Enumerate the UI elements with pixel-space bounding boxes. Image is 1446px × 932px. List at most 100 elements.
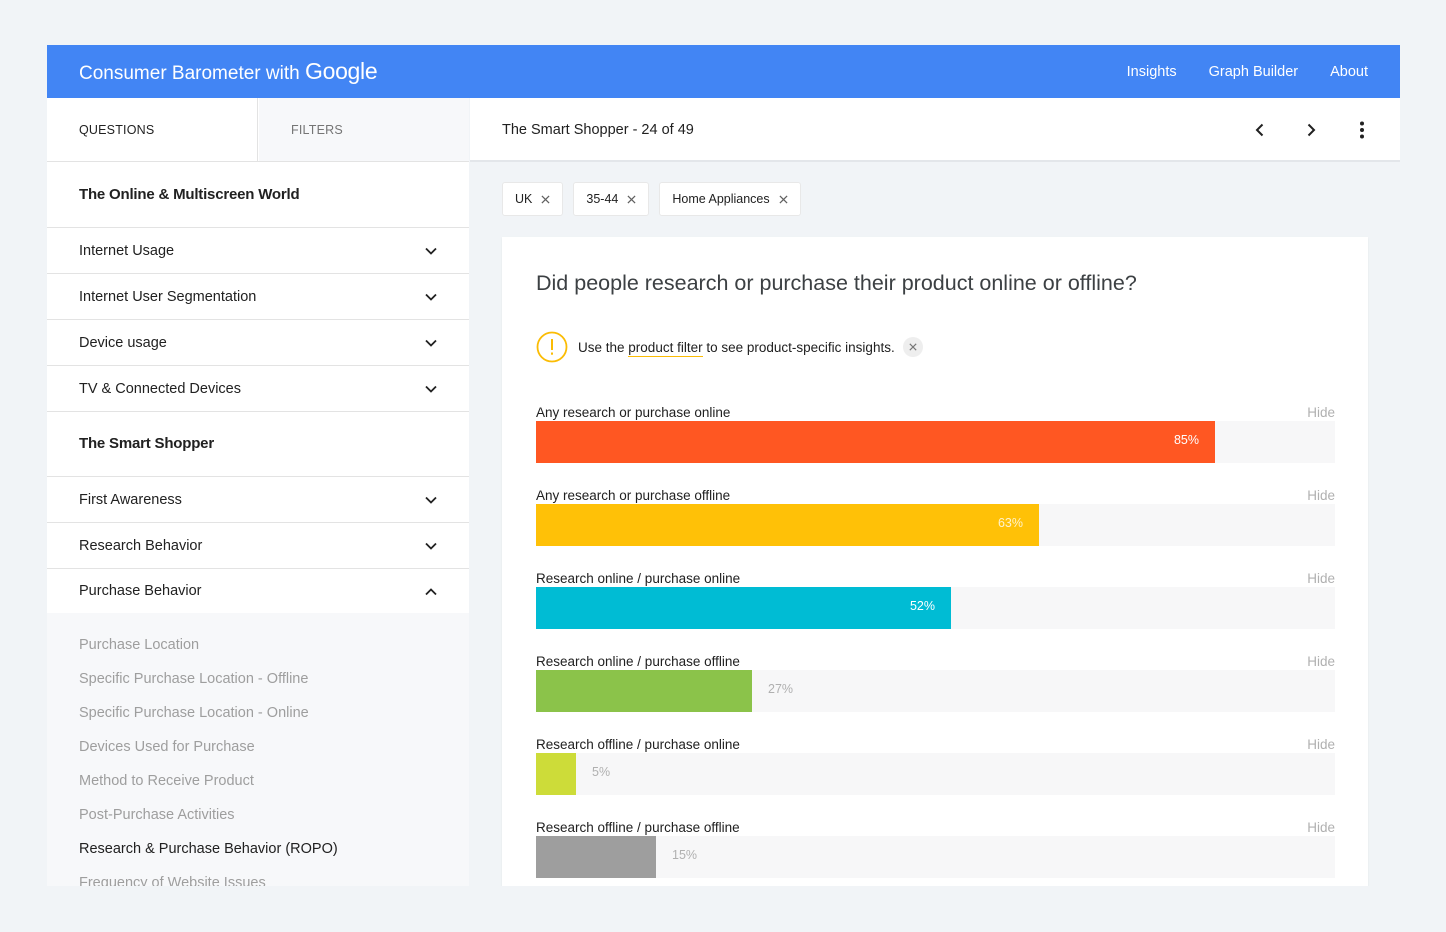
bar-row: Research offline / purchase online Hide 5% [536, 737, 1335, 819]
filter-chips: UK 35-44 Home Appliances [502, 182, 801, 216]
chevron-down-icon [425, 247, 437, 255]
sub-item-ropo-active[interactable]: Research & Purchase Behavior (ROPO) [79, 841, 338, 857]
hide-button[interactable]: Hide [1307, 654, 1335, 669]
sidebar-item-label: Research Behavior [79, 537, 203, 554]
sidebar-item-label: Internet Usage [79, 242, 175, 259]
bar-row: Any research or purchase online Hide 85% [536, 405, 1335, 487]
sub-item-frequency-of-website-issues[interactable]: Frequency of Website Issues [79, 875, 266, 886]
hide-button[interactable]: Hide [1307, 405, 1335, 420]
chevron-left-icon[interactable] [1250, 120, 1270, 140]
question-card: Did people research or purchase their pr… [502, 237, 1368, 886]
bar [536, 670, 752, 712]
filter-chip-label: UK [515, 192, 533, 206]
notice-close-button[interactable] [902, 337, 923, 357]
filter-chip-uk[interactable]: UK [502, 182, 564, 216]
nav-about[interactable]: About [1330, 63, 1368, 80]
sub-item-post-purchase-activities[interactable]: Post-Purchase Activities [79, 807, 235, 823]
question-title: Did people research or purchase their pr… [536, 271, 1137, 295]
more-vert-icon[interactable] [1352, 120, 1372, 140]
bar-value-label: 27% [768, 682, 794, 696]
notice-text-after: to see product-specific insights. [706, 339, 895, 355]
nav-graph-builder[interactable]: Graph Builder [1208, 63, 1299, 80]
hide-button[interactable]: Hide [1307, 571, 1335, 586]
brand-logo[interactable]: Consumer Barometer with Google [79, 57, 378, 88]
app-window: Consumer Barometer with Google Insights … [47, 45, 1400, 886]
sidebar-tabs: QUESTIONS FILTERS [47, 98, 469, 162]
notice-text-before: Use the [578, 339, 625, 355]
bar-track: 5% [536, 753, 1335, 795]
sidebar-item-label: Device usage [79, 334, 167, 351]
bar-track: 85% [536, 421, 1335, 463]
top-bar: Consumer Barometer with Google Insights … [47, 45, 1400, 98]
bar-value-label: 5% [592, 765, 611, 779]
purchase-behavior-sublist: Purchase Location Specific Purchase Loca… [47, 613, 469, 886]
sidebar-item-tv-connected-devices[interactable]: TV & Connected Devices [47, 366, 469, 412]
sidebar-item-internet-user-segmentation[interactable]: Internet User Segmentation [47, 274, 469, 320]
hide-button[interactable]: Hide [1307, 488, 1335, 503]
sidebar-item-label: First Awareness [79, 491, 182, 508]
chevron-up-icon [425, 588, 437, 596]
page-title: The Smart Shopper - 24 of 49 [502, 122, 694, 138]
sub-item-specific-purchase-location-offline[interactable]: Specific Purchase Location - Offline [79, 671, 309, 687]
warning-icon [536, 331, 568, 363]
main-panel: The Smart Shopper - 24 of 49 UK 35-44 Ho… [470, 98, 1400, 886]
bar-label: Research online / purchase offline [536, 654, 740, 669]
nav-insights[interactable]: Insights [1126, 63, 1177, 80]
close-icon [909, 343, 917, 351]
bar-row: Any research or purchase offline Hide 63% [536, 488, 1335, 570]
hide-button[interactable]: Hide [1307, 820, 1335, 835]
sub-item-devices-used-for-purchase[interactable]: Devices Used for Purchase [79, 739, 255, 755]
close-icon[interactable] [627, 194, 636, 204]
chevron-down-icon [425, 542, 437, 550]
notice-text: Use the product filter to see product-sp… [578, 339, 895, 357]
bar-label: Research offline / purchase offline [536, 820, 740, 835]
section-title-smart-shopper: The Smart Shopper [47, 411, 469, 477]
bar-track: 27% [536, 670, 1335, 712]
chevron-down-icon [425, 339, 437, 347]
sub-item-specific-purchase-location-online[interactable]: Specific Purchase Location - Online [79, 705, 309, 721]
bar-value-label: 85% [1173, 433, 1199, 447]
brand-google: Google [304, 58, 378, 84]
filter-chip-category[interactable]: Home Appliances [659, 182, 801, 216]
bar [536, 836, 656, 878]
main-header: The Smart Shopper - 24 of 49 [470, 98, 1400, 162]
sub-item-method-to-receive-product[interactable]: Method to Receive Product [79, 773, 254, 789]
tab-questions[interactable]: QUESTIONS [47, 98, 258, 161]
sidebar-item-research-behavior[interactable]: Research Behavior [47, 523, 469, 569]
bar-row: Research online / purchase offline Hide 27… [536, 654, 1335, 736]
chevron-down-icon [425, 496, 437, 504]
filter-chip-label: Home Appliances [672, 192, 770, 206]
sidebar-item-device-usage[interactable]: Device usage [47, 320, 469, 366]
chevron-down-icon [425, 385, 437, 393]
bar [536, 421, 1215, 463]
bar [536, 587, 951, 629]
sidebar-item-label: Internet User Segmentation [79, 288, 257, 305]
brand-text: Consumer Barometer with [79, 63, 300, 84]
sidebar-item-label: Purchase Behavior [79, 583, 202, 599]
bar-row: Research offline / purchase offline Hide 1… [536, 820, 1335, 886]
close-icon[interactable] [779, 194, 788, 204]
filter-chip-label: 35-44 [586, 192, 619, 206]
top-nav: Insights Graph Builder About [1127, 45, 1368, 98]
bar-label: Any research or purchase online [536, 405, 731, 420]
bar-track: 15% [536, 836, 1335, 878]
bar-label: Research online / purchase online [536, 571, 741, 586]
tab-filters[interactable]: FILTERS [259, 98, 469, 161]
chevron-down-icon [425, 293, 437, 301]
product-filter-link[interactable]: product filter [628, 339, 703, 357]
chevron-right-icon[interactable] [1301, 120, 1321, 140]
bar-label: Any research or purchase offline [536, 488, 731, 503]
bar-track: 63% [536, 504, 1335, 546]
bar-row: Research online / purchase online Hide 52% [536, 571, 1335, 653]
sidebar-item-first-awareness[interactable]: First Awareness [47, 477, 469, 523]
sidebar-item-purchase-behavior[interactable]: Purchase Behavior [47, 569, 469, 615]
sidebar: QUESTIONS FILTERS The Online & Multiscre… [47, 98, 469, 886]
close-icon[interactable] [541, 194, 550, 204]
bar [536, 753, 576, 795]
sub-item-purchase-location[interactable]: Purchase Location [79, 637, 200, 653]
sidebar-item-label: TV & Connected Devices [79, 380, 241, 397]
bar-label: Research offline / purchase online [536, 737, 740, 752]
filter-chip-age[interactable]: 35-44 [573, 182, 650, 216]
sidebar-item-internet-usage[interactable]: Internet Usage [47, 228, 469, 274]
hide-button[interactable]: Hide [1307, 737, 1335, 752]
